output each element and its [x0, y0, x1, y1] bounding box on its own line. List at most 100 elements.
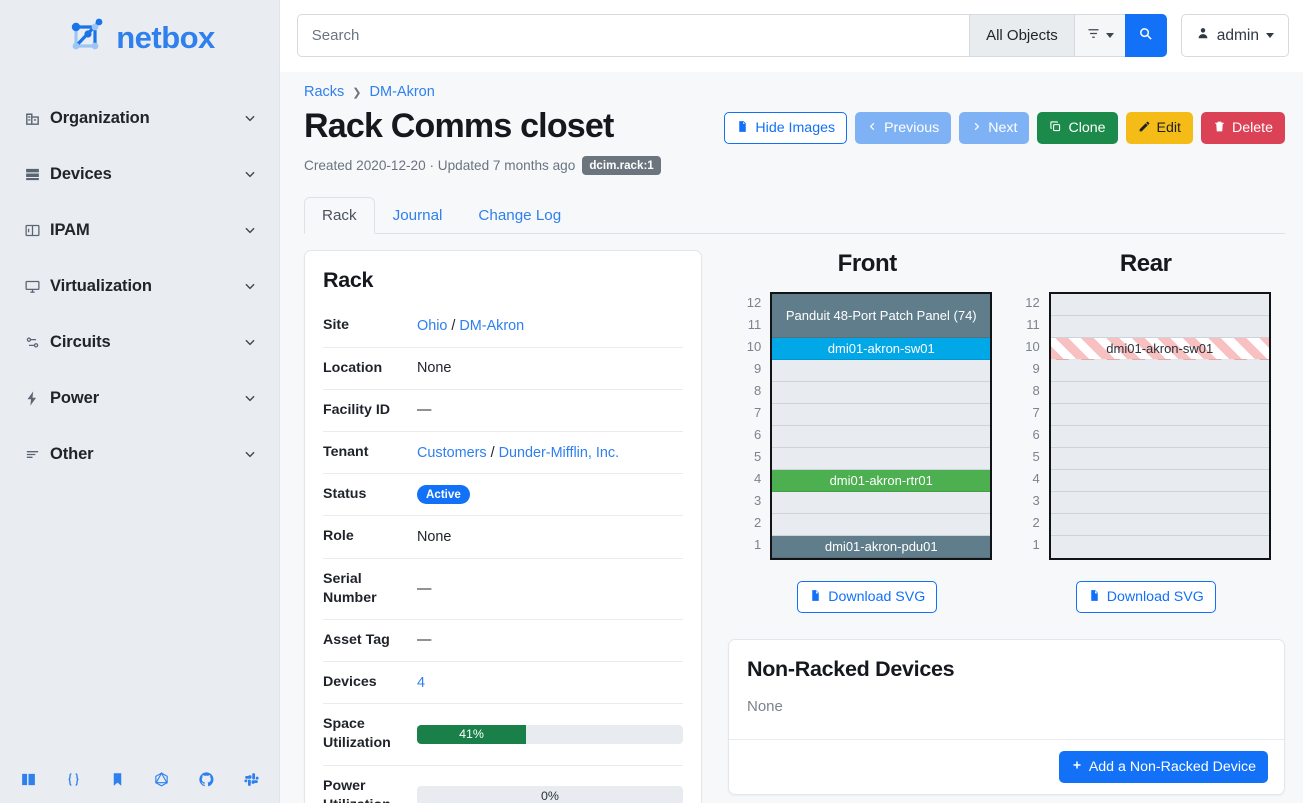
rack-unit-empty[interactable] [1050, 514, 1269, 537]
rack-unit-empty[interactable] [1050, 316, 1269, 339]
space-utilization-label-wrap: 41% [417, 725, 526, 744]
rack-unit-empty[interactable] [1050, 360, 1269, 383]
object-tabs: Rack Journal Change Log [304, 197, 1285, 235]
rack-unit-label: 6 [1032, 427, 1040, 443]
rack-unit-empty[interactable] [772, 404, 991, 427]
front-download-svg-button[interactable]: Download SVG [797, 581, 938, 614]
graphql-icon[interactable] [153, 771, 170, 788]
filter-dropdown-button[interactable] [1073, 14, 1125, 57]
bookmark-icon[interactable] [110, 771, 125, 788]
front-title: Front [837, 250, 898, 278]
api-braces-icon[interactable] [65, 771, 82, 788]
search-submit-button[interactable] [1124, 14, 1167, 57]
other-icon [24, 446, 50, 463]
previous-button[interactable]: Previous [855, 112, 952, 144]
chevron-down-icon[interactable] [243, 111, 257, 125]
edit-button[interactable]: Edit [1125, 112, 1193, 144]
search-input[interactable] [296, 14, 970, 57]
rack-unit-label: 12 [746, 295, 762, 311]
site-link[interactable]: DM-Akron [459, 318, 525, 335]
rack-device-dmi01-akron-rtr01[interactable]: dmi01-akron-rtr01 [772, 470, 991, 493]
rack-unit-empty[interactable] [1050, 382, 1269, 405]
rear-rack-box[interactable]: dmi01-akron-sw01 [1048, 292, 1271, 561]
table-row: Serial Number — [323, 557, 683, 620]
rack-unit-empty[interactable] [772, 382, 991, 405]
rack-unit-empty[interactable] [772, 426, 991, 449]
rack-device-panduit-48-port-patch-panel-74[interactable]: Panduit 48-Port Patch Panel (74) [772, 294, 991, 339]
rack-device-dmi01-akron-sw01[interactable]: dmi01-akron-sw01 [1050, 338, 1269, 361]
rack-unit-empty[interactable] [1050, 492, 1269, 515]
rack-unit-empty[interactable] [772, 360, 991, 383]
rear-download-svg-button[interactable]: Download SVG [1075, 581, 1216, 614]
github-icon[interactable] [198, 771, 215, 788]
delete-label: Delete [1231, 120, 1273, 136]
rack-unit-label: 10 [746, 339, 762, 355]
breadcrumb-item-dm-akron[interactable]: DM-Akron [369, 84, 435, 100]
brand-logo[interactable]: netbox [0, 0, 279, 66]
page-title: Rack Comms closet [304, 107, 614, 145]
delete-button[interactable]: Delete [1200, 112, 1285, 144]
right-column: Front 12 11 10 9 8 7 6 5 4 3 2 1 dmi01-akron-pdu01 d… [728, 250, 1285, 803]
sidebar-item-circuits[interactable]: Circuits [0, 314, 279, 370]
breadcrumb-item-racks[interactable]: Racks [304, 84, 345, 100]
rack-unit-empty[interactable] [772, 492, 991, 515]
sidebar-item-label: Power [50, 388, 100, 407]
rack-device-dmi01-akron-pdu01[interactable]: dmi01-akron-pdu01 [772, 536, 991, 559]
hide-images-button[interactable]: Hide Images [724, 112, 848, 144]
chevron-down-icon[interactable] [243, 391, 257, 405]
tenant-group-link[interactable]: Customers [417, 444, 487, 461]
rack-unit-empty[interactable] [772, 448, 991, 471]
tab-rack[interactable]: Rack [304, 197, 375, 235]
row-label: Power Utilization [323, 764, 417, 803]
topbar: All Objects admin [280, 0, 1303, 72]
docs-book-icon[interactable] [20, 771, 37, 788]
chevron-right-icon [971, 120, 982, 136]
rack-unit-empty[interactable] [772, 514, 991, 537]
devices-count-link[interactable]: 4 [417, 674, 426, 691]
chevron-down-icon[interactable] [243, 167, 257, 181]
search-icon [1138, 26, 1153, 46]
sidebar-item-other[interactable]: Other [0, 426, 279, 482]
object-scope-select[interactable]: All Objects [969, 14, 1074, 57]
chevron-down-icon [1266, 33, 1274, 38]
rack-unit-label: 9 [754, 361, 762, 377]
row-label: Site [323, 317, 350, 334]
slack-icon[interactable] [243, 771, 260, 788]
user-menu-button[interactable]: admin [1180, 14, 1289, 57]
chevron-down-icon[interactable] [243, 335, 257, 349]
rack-unit-empty[interactable] [1050, 426, 1269, 449]
devices-icon [24, 166, 50, 183]
clone-label: Clone [1068, 120, 1106, 136]
sidebar-item-virtualization[interactable]: Virtualization [0, 258, 279, 314]
front-rack-box[interactable]: dmi01-akron-pdu01 dmi01-akron-rtr01 dmi01-… [770, 292, 993, 561]
rack-unit-empty[interactable] [1050, 294, 1269, 317]
next-button[interactable]: Next [959, 112, 1030, 144]
site-region-link[interactable]: Ohio [417, 318, 448, 335]
rack-unit-empty[interactable] [1050, 448, 1269, 471]
rack-unit-empty[interactable] [1050, 536, 1269, 559]
chevron-down-icon[interactable] [243, 279, 257, 293]
tab-journal[interactable]: Journal [392, 207, 443, 225]
sidebar-item-devices[interactable]: Devices [0, 146, 279, 202]
sidebar-item-power[interactable]: Power [0, 370, 279, 426]
rack-unit-empty[interactable] [1050, 470, 1269, 493]
space-utilization-bar: 41% [417, 724, 683, 744]
add-non-racked-label: Add a Non-Racked Device [1088, 759, 1256, 776]
tab-change-log[interactable]: Change Log [478, 207, 562, 225]
tenant-link[interactable]: Dunder-Mifflin, Inc. [498, 444, 620, 461]
chevron-down-icon[interactable] [243, 447, 257, 461]
sidebar-item-organization[interactable]: Organization [0, 90, 279, 146]
clone-button[interactable]: Clone [1037, 112, 1118, 144]
rack-device-dmi01-akron-sw01[interactable]: dmi01-akron-sw01 [772, 338, 991, 361]
row-value-space-utilization: 41% [417, 703, 683, 766]
rack-unit-empty[interactable] [1050, 404, 1269, 427]
breadcrumb-separator-icon: ❯ [352, 86, 362, 99]
add-non-racked-device-button[interactable]: Add a Non-Racked Device [1058, 751, 1268, 784]
sidebar-item-label: Devices [50, 164, 112, 183]
chevron-down-icon[interactable] [243, 223, 257, 237]
rack-unit-label: 1 [1032, 537, 1040, 553]
row-value-role: None [417, 515, 683, 558]
sidebar-item-ipam[interactable]: IPAM [0, 202, 279, 258]
table-row: Facility ID — [323, 388, 683, 432]
